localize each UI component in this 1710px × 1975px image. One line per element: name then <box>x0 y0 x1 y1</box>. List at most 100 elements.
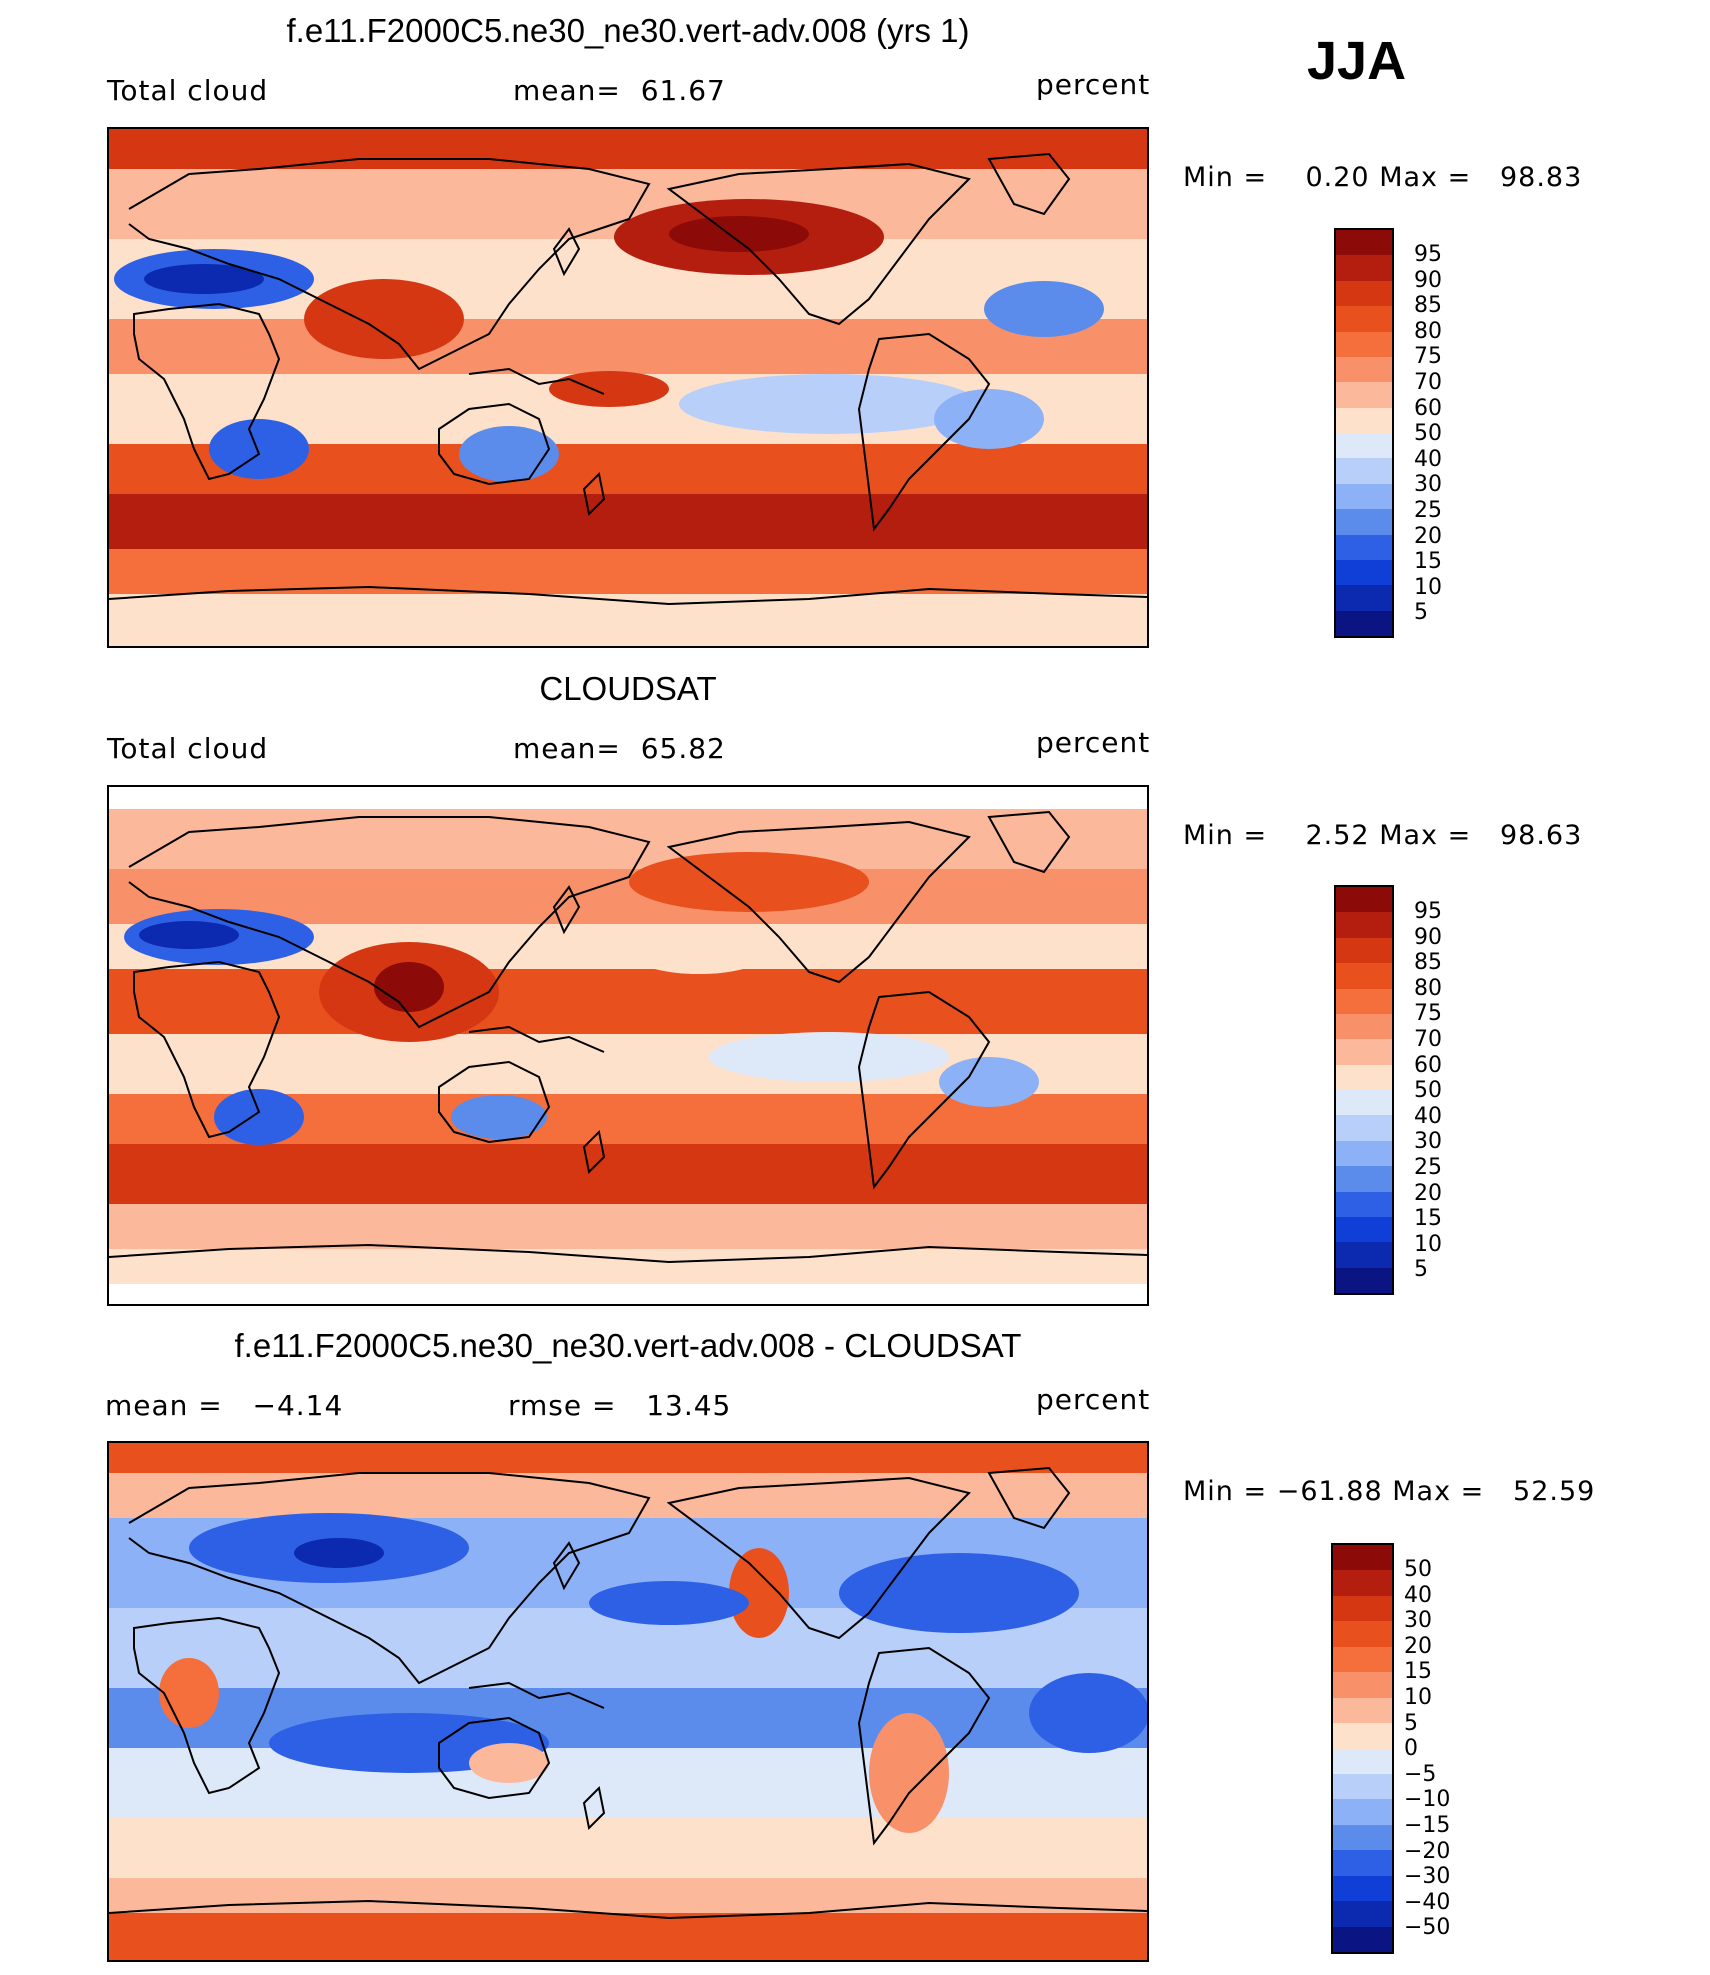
colorbar-swatch <box>1336 458 1392 484</box>
colorbar-swatch <box>1336 356 1392 383</box>
colorbar-tick-label: 60 <box>1414 1052 1442 1078</box>
blob-india <box>304 279 464 359</box>
blob-australia <box>459 426 559 482</box>
colorbar-tick-label: −20 <box>1404 1838 1451 1864</box>
coast-n-america <box>666 1476 971 1640</box>
coast-australia <box>438 1060 551 1144</box>
panel-3-rmse-value: 13.45 <box>646 1389 732 1422</box>
colorbar-swatch <box>1333 1748 1392 1774</box>
panel-3-mean-value: −4.14 <box>252 1389 344 1422</box>
band-storm-track <box>109 494 1147 549</box>
panel-2-colorbar <box>1334 885 1394 1295</box>
panel-2-minmax: Min = 2.52 Max = 98.63 <box>1183 820 1582 851</box>
colorbar-tick-label: 80 <box>1414 975 1442 1001</box>
coast-n-america <box>666 820 971 984</box>
panel-3-coastlines <box>109 1466 1147 1920</box>
colorbar-swatch <box>1333 1545 1392 1571</box>
blob-se-pacific <box>709 1032 949 1082</box>
colorbar-swatch <box>1336 887 1392 913</box>
colorbar-swatch <box>1333 1570 1392 1596</box>
panel-2-mean-label: mean= 65.82 <box>513 732 726 765</box>
blob-pacific-neg <box>589 1581 749 1625</box>
colorbar-tick-label: 60 <box>1414 395 1442 421</box>
panel-2-blobs <box>124 852 1039 1145</box>
coast-s-america <box>857 332 991 532</box>
panel-3-mean-text: mean = <box>105 1389 223 1422</box>
colorbar-tick-label: 5 <box>1414 600 1428 626</box>
panel-1-min-label: Min = <box>1183 162 1268 193</box>
panel-1-min-value: 0.20 <box>1305 162 1370 193</box>
band-antarctic-coast <box>109 549 1147 594</box>
coast-nz <box>582 1129 606 1175</box>
colorbar-swatch <box>1336 382 1392 408</box>
colorbar-tick-label: 20 <box>1404 1633 1432 1659</box>
band-arctic <box>109 129 1147 169</box>
colorbar-tick-label: 75 <box>1414 1001 1442 1027</box>
blob-atlantic-neg <box>1029 1673 1147 1753</box>
colorbar-swatch <box>1336 912 1392 938</box>
colorbar-swatch <box>1333 1799 1392 1825</box>
band-antarctic-coast <box>109 1204 1147 1249</box>
panel-1-left-label: Total cloud <box>107 74 269 107</box>
panel-3-rmse-label: rmse = 13.45 <box>508 1389 731 1422</box>
season-label: JJA <box>1307 31 1407 91</box>
panel-1-minmax: Min = 0.20 Max = 98.83 <box>1183 162 1582 193</box>
blob-sahara-core <box>144 264 264 294</box>
colorbar-tick-label: 40 <box>1414 1103 1442 1129</box>
panel-3-blobs <box>159 1513 1147 1833</box>
colorbar-swatch <box>1333 1621 1392 1647</box>
panel-1-units: percent <box>1036 68 1151 101</box>
colorbar-swatch <box>1336 1090 1392 1116</box>
panel-1-mean-value: 61.67 <box>640 74 726 107</box>
panel-1-max-label: Max = <box>1379 162 1472 193</box>
colorbar-tick-label: 85 <box>1414 293 1442 319</box>
colorbar-swatch <box>1336 963 1392 989</box>
coast-s-america <box>857 990 991 1190</box>
panel-2-mean-value: 65.82 <box>640 732 726 765</box>
panel-3-rmse-text: rmse = <box>508 1389 617 1422</box>
panel-1-blobs <box>114 199 1104 482</box>
panel-1-mean-text: mean= <box>513 74 621 107</box>
colorbar-swatch <box>1333 1926 1392 1952</box>
colorbar-tick-label: 15 <box>1404 1659 1432 1685</box>
blob-brazil <box>939 1057 1039 1107</box>
band-nh-high <box>109 1473 1147 1518</box>
coast-africa <box>133 1616 281 1795</box>
colorbar-swatch <box>1336 937 1392 964</box>
colorbar-swatch <box>1336 1013 1392 1040</box>
colorbar-swatch <box>1336 280 1392 307</box>
coast-australia <box>438 1716 551 1800</box>
colorbar-tick-label: 0 <box>1404 1736 1418 1762</box>
colorbar-tick-label: 5 <box>1404 1710 1418 1736</box>
band-top-blank <box>109 787 1147 809</box>
coast-japan <box>552 1541 581 1591</box>
colorbar-tick-label: 30 <box>1404 1608 1432 1634</box>
panel-1-coastlines <box>109 152 1147 606</box>
colorbar-swatch <box>1336 1140 1392 1167</box>
panel-3-units: percent <box>1036 1383 1151 1416</box>
panel-3-minmax: Min = −61.88 Max = 52.59 <box>1183 1476 1595 1507</box>
colorbar-tick-label: 15 <box>1414 1206 1442 1232</box>
colorbar-swatch <box>1333 1595 1392 1622</box>
coast-greenland <box>987 152 1071 216</box>
coast-indonesia <box>468 1025 605 1053</box>
blob-brazil <box>934 389 1044 449</box>
colorbar-tick-label: 90 <box>1414 924 1442 950</box>
colorbar-tick-label: 80 <box>1414 318 1442 344</box>
band-storm-track <box>109 1144 1147 1204</box>
coast-n-america <box>666 162 971 326</box>
coast-eurasia <box>128 1472 651 1685</box>
coast-antarctica <box>109 1899 1147 1920</box>
coast-africa <box>133 960 281 1139</box>
coast-eurasia <box>128 816 651 1029</box>
blob-s-africa <box>209 419 309 479</box>
colorbar-tick-label: 20 <box>1414 523 1442 549</box>
blob-australia-pos <box>469 1743 549 1783</box>
blob-nepac-clear <box>629 930 769 974</box>
colorbar-swatch <box>1333 1646 1392 1673</box>
coast-s-america <box>857 1646 991 1846</box>
panel-3-min-label: Min = <box>1183 1476 1268 1507</box>
panel-2-title: CLOUDSAT <box>539 670 717 707</box>
band-antarctica <box>109 594 1147 646</box>
blob-africa-pos <box>159 1658 219 1728</box>
